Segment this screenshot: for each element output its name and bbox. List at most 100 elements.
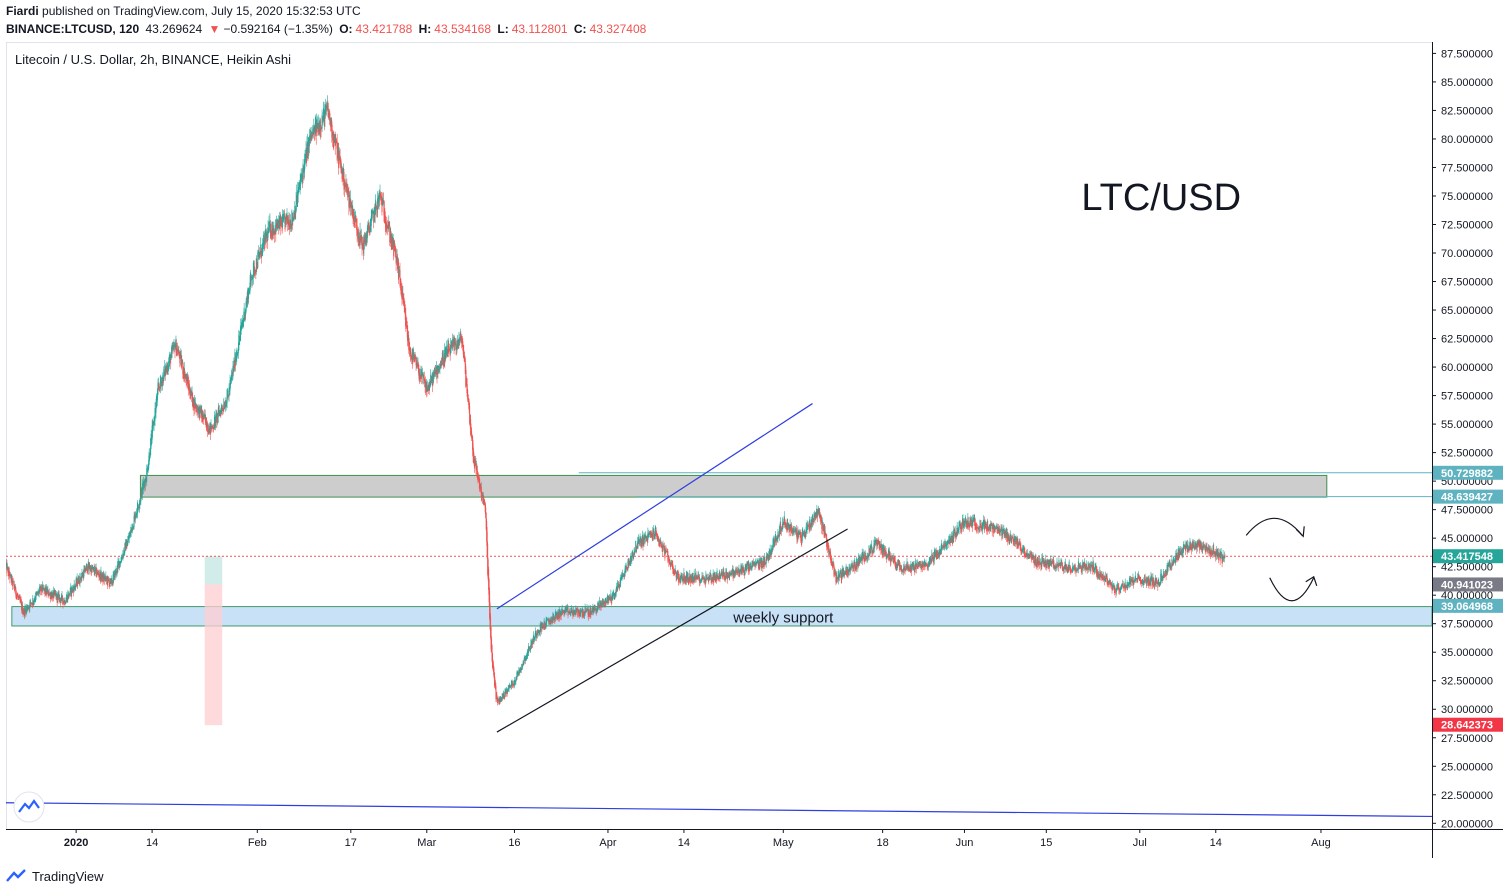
candle-body (1025, 554, 1027, 556)
candle-body (518, 672, 520, 673)
measure-range-upper (204, 556, 223, 585)
candle-body (872, 551, 874, 553)
change-value: −0.592164 (−1.35%) (223, 22, 333, 36)
candle-body (311, 131, 313, 138)
author-name[interactable]: Fiardi (6, 4, 39, 18)
candle-body (792, 531, 794, 533)
candle-body (881, 545, 883, 554)
candle-body (924, 563, 926, 568)
candle-body (694, 577, 696, 579)
candle-body (383, 201, 385, 216)
candle-body (986, 520, 988, 529)
candle-body (989, 524, 991, 529)
candle-body (177, 349, 179, 356)
candle-body (504, 696, 506, 698)
candle-body (546, 618, 548, 623)
candle-body (280, 215, 282, 225)
candle-body (271, 228, 273, 238)
candle-body (204, 415, 206, 421)
candle-body (409, 348, 411, 356)
symbol: BINANCE:LTCUSD, 120 (6, 22, 140, 36)
candle-body (920, 564, 922, 570)
candle-body (771, 548, 773, 554)
candle-body (523, 662, 525, 664)
candle-body (486, 531, 488, 557)
candle-body (794, 529, 796, 532)
candle-body (1012, 537, 1014, 542)
candle-body (1001, 529, 1003, 540)
candle-body (943, 544, 945, 548)
candle-body (294, 211, 296, 216)
candle-body (114, 570, 116, 577)
candle-body (1049, 561, 1051, 564)
candle-body (321, 115, 323, 129)
candle-body (118, 561, 120, 564)
candle-body (566, 607, 568, 610)
candle-body (809, 523, 811, 530)
candle-body (850, 566, 852, 568)
candle-body (333, 137, 335, 147)
candle-body (567, 607, 569, 609)
candle-body (325, 108, 327, 110)
candle-body (6, 562, 7, 566)
candle-body (1188, 545, 1190, 550)
candle-body (1144, 574, 1146, 581)
candle-body (867, 555, 869, 558)
candle-body (896, 564, 898, 567)
candle-body (116, 571, 118, 573)
candle-body (256, 267, 258, 268)
candle-body (90, 567, 92, 570)
candle-body (731, 574, 733, 575)
candle-body (936, 554, 938, 556)
candle-body (104, 577, 106, 581)
candle-body (338, 154, 340, 160)
candle-body (379, 192, 381, 199)
candle-body (145, 480, 147, 482)
candle-body (1003, 529, 1005, 531)
candle-body (321, 127, 323, 129)
candle-body (24, 610, 26, 617)
candle-body (249, 282, 251, 292)
candle-body (583, 614, 585, 616)
candle-body (77, 583, 79, 584)
candle-body (939, 550, 941, 555)
candle-body (474, 461, 476, 465)
candle-body (307, 146, 309, 159)
candle-body (609, 598, 611, 600)
candle-body (945, 545, 947, 548)
candle-body (239, 336, 241, 341)
candle-body (1092, 561, 1094, 568)
candle-body (544, 626, 546, 629)
low-label: L: (497, 22, 509, 36)
candle-body (947, 540, 949, 543)
candle-body (50, 594, 52, 597)
chart-area[interactable]: weekly support Litecoin / U.S. Dollar, 2h… (6, 42, 1503, 858)
candle-body (151, 439, 153, 441)
candle-body (550, 621, 552, 622)
candle-body (1041, 557, 1043, 562)
candle-body (437, 369, 439, 374)
candle-body (123, 552, 125, 554)
candle-body (837, 577, 839, 583)
candle-body (1036, 564, 1038, 566)
candle-body (1093, 569, 1095, 571)
candle-body (379, 191, 381, 196)
candles-group (6, 95, 1226, 706)
candle-body (336, 141, 338, 161)
candle-body (215, 412, 217, 423)
candle-body (983, 521, 985, 531)
candle-body (662, 546, 664, 552)
candle-body (578, 611, 580, 614)
candle-body (643, 535, 645, 539)
candle-body (1076, 569, 1078, 571)
candle-body (871, 546, 873, 555)
candle-body (823, 527, 825, 538)
candle-body (927, 566, 929, 568)
candle-body (690, 580, 692, 581)
candle-body (369, 228, 371, 235)
candle-body (963, 524, 965, 526)
candle-body (352, 209, 354, 225)
candle-body (567, 607, 569, 616)
candle-body (871, 550, 873, 552)
